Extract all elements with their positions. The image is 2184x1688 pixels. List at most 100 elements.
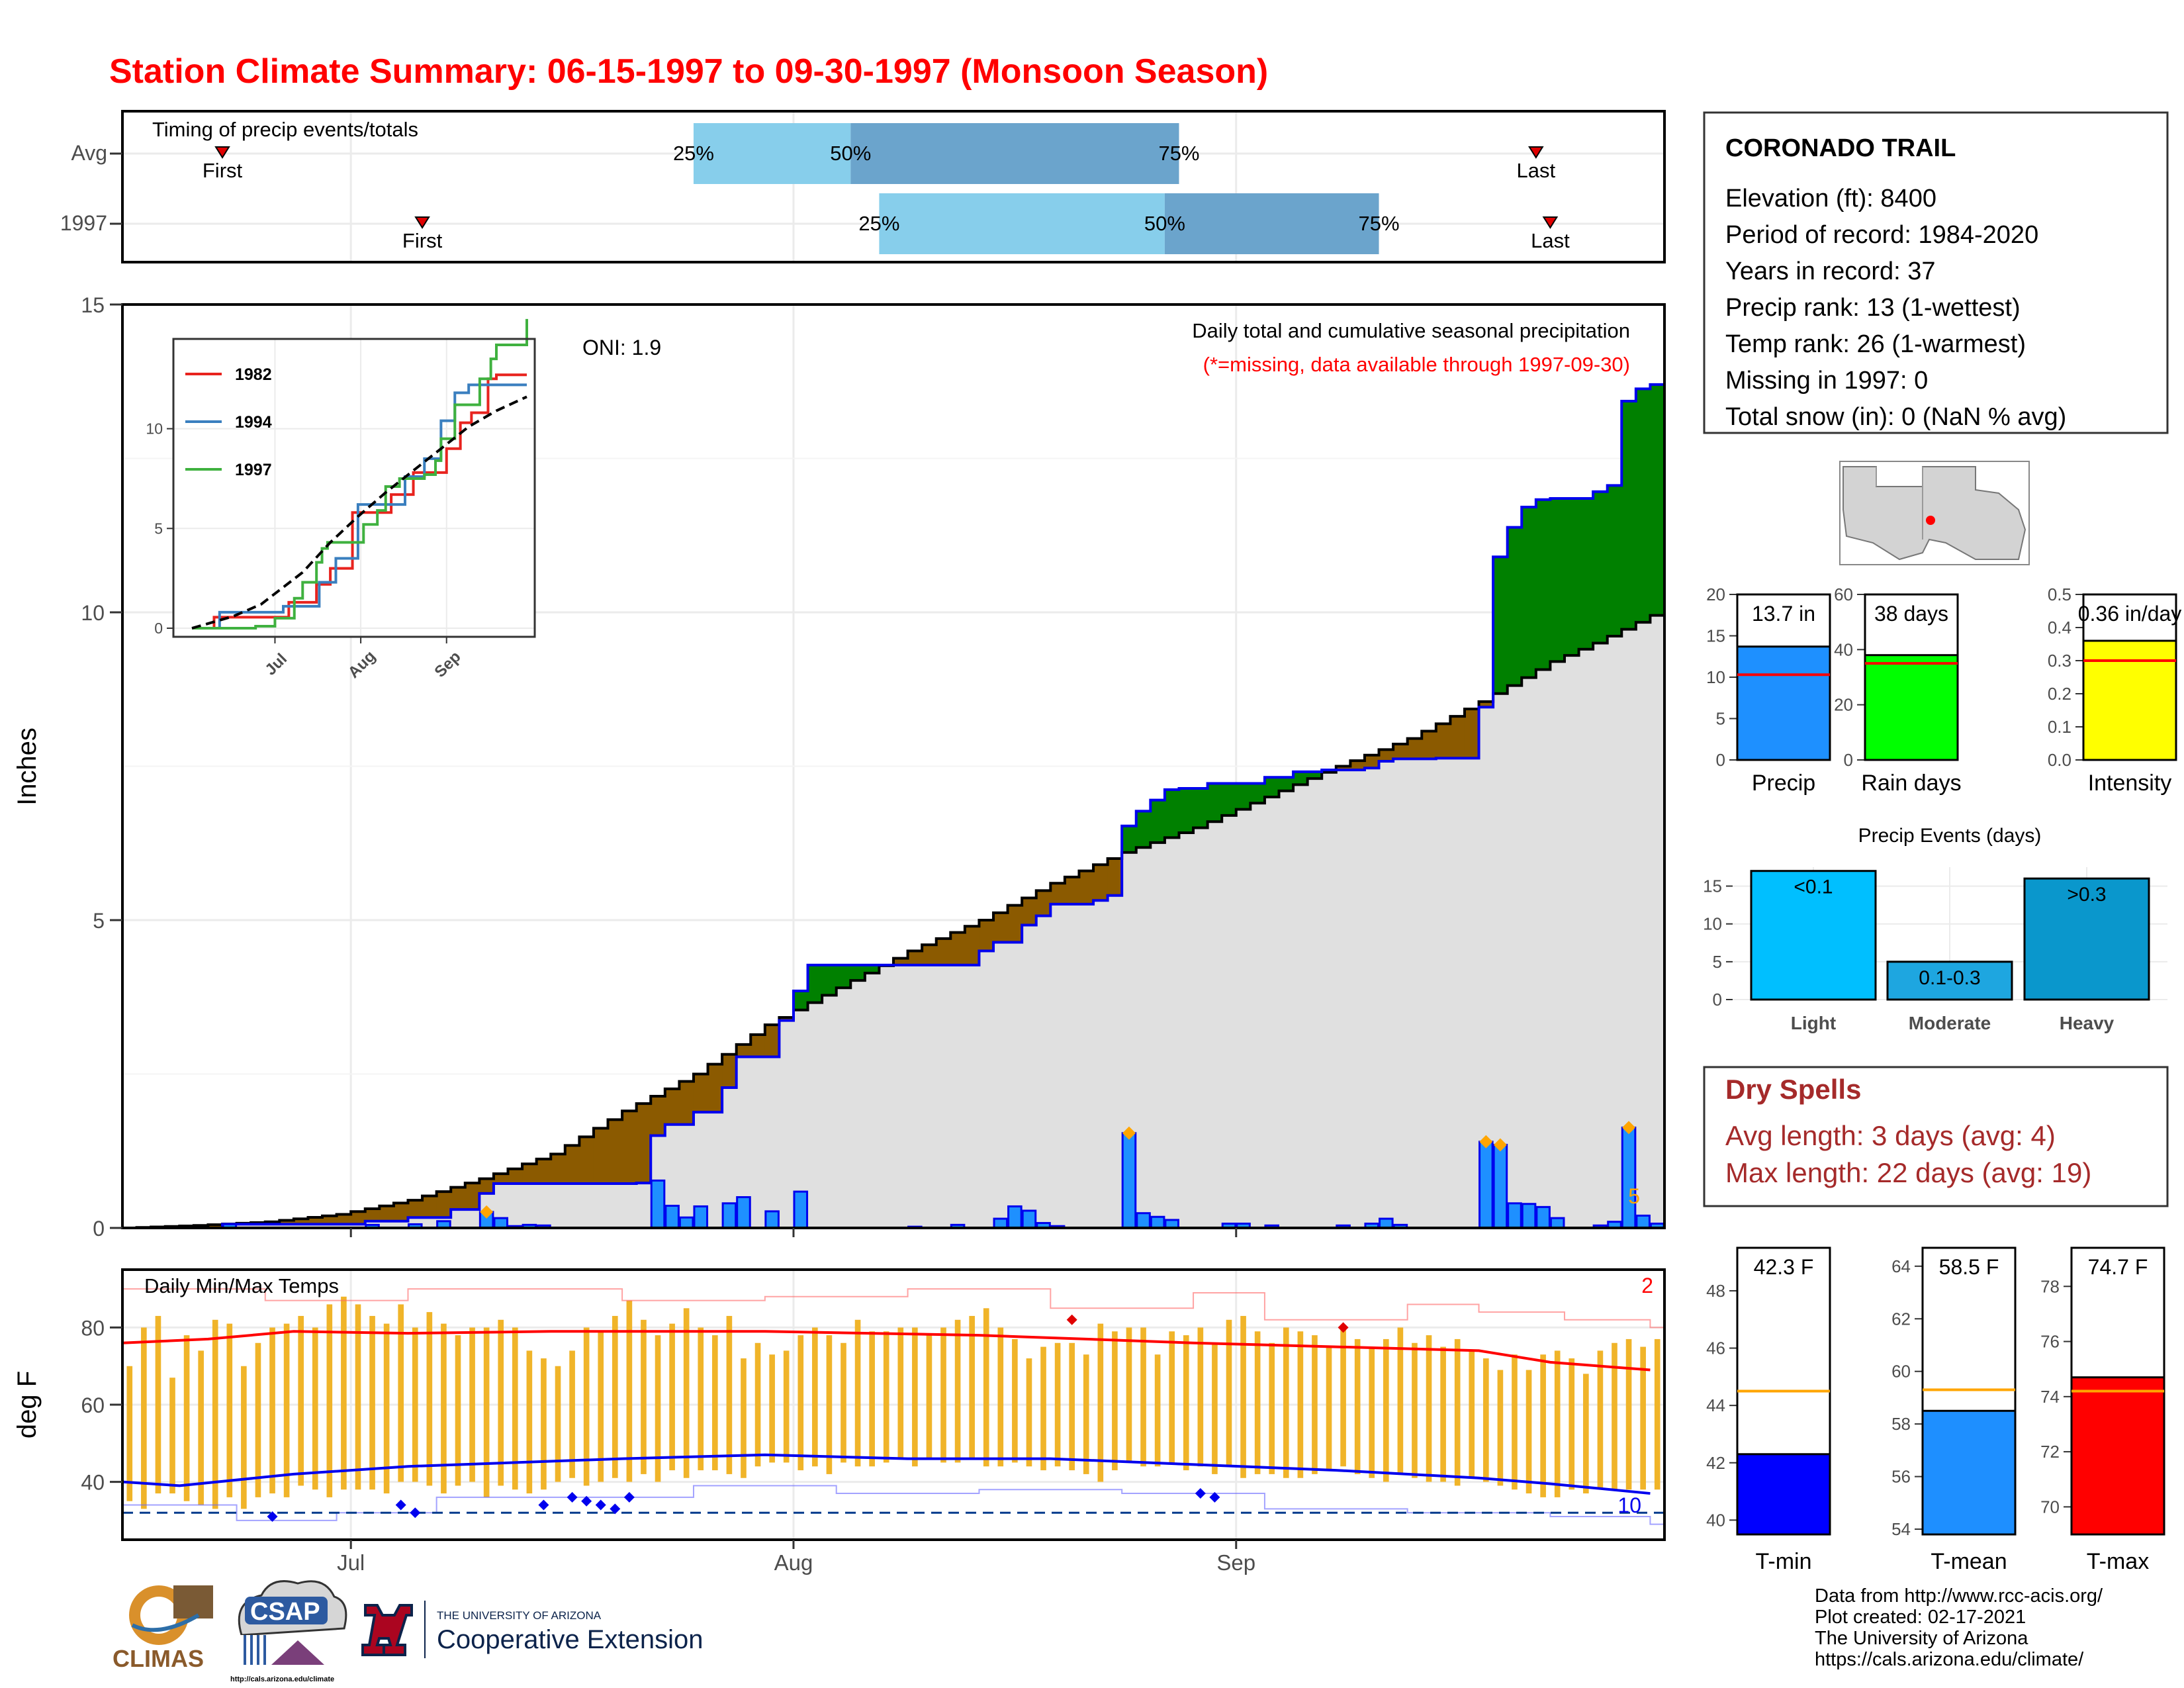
surplus-band bbox=[807, 964, 823, 1003]
daily-temp-bar bbox=[669, 1323, 675, 1471]
daily-temp-bar bbox=[997, 1327, 1004, 1467]
small-y-tick: 70 bbox=[2040, 1497, 2060, 1517]
max-rank-marker bbox=[1122, 1126, 1136, 1140]
record-low-line bbox=[122, 1485, 1664, 1525]
record-low-marker bbox=[610, 1503, 621, 1515]
precip-y-tick: 0 bbox=[93, 1217, 105, 1241]
quartile-label: 50% bbox=[1144, 212, 1185, 235]
small-y-tick: 54 bbox=[1891, 1519, 1911, 1539]
surplus-band bbox=[1493, 557, 1508, 694]
avg-max-temp-line bbox=[122, 1330, 1651, 1372]
surplus-band bbox=[836, 964, 851, 988]
daily-temp-bar bbox=[897, 1327, 904, 1459]
daily-temp-bar bbox=[1197, 1327, 1204, 1467]
deficit-band bbox=[565, 1145, 580, 1184]
daily-temp-bar bbox=[1326, 1346, 1332, 1471]
daily-precip-bar bbox=[1635, 1214, 1651, 1229]
small-value-bar bbox=[2082, 639, 2177, 761]
station-line: Period of record: 1984-2020 bbox=[1725, 221, 2038, 249]
ua-logo-bottom: Cooperative Extension bbox=[437, 1625, 703, 1654]
daily-temp-bar bbox=[1612, 1342, 1617, 1490]
page-title: Station Climate Summary: 06-15-1997 to 0… bbox=[109, 52, 1268, 91]
small-y-tick: 60 bbox=[1891, 1362, 1911, 1382]
daily-temp-bar bbox=[841, 1342, 846, 1463]
daily-temp-bar bbox=[483, 1327, 490, 1497]
daily-temp-bar bbox=[183, 1335, 190, 1501]
daily-temp-bar bbox=[598, 1331, 604, 1482]
daily-precip-bar bbox=[493, 1217, 508, 1229]
daily-temp-bar bbox=[1040, 1346, 1046, 1471]
small-y-tick: 60 bbox=[1834, 585, 1853, 604]
temperature-panel: 40 60 80 Daily Min/Max Temps 2 10 deg F Ju… bbox=[13, 1268, 1666, 1575]
inset-y-tick: 10 bbox=[146, 420, 163, 438]
small-y-tick: 15 bbox=[1706, 626, 1725, 646]
surplus-band bbox=[1164, 789, 1180, 838]
small-value-label: 42.3 F bbox=[1754, 1255, 1814, 1279]
small-y-tick: 56 bbox=[1891, 1467, 1911, 1487]
average-cumulative-line bbox=[122, 614, 1664, 1229]
daily-temp-bar bbox=[883, 1331, 889, 1463]
deficit-band bbox=[1364, 755, 1380, 769]
event-marker bbox=[1528, 146, 1544, 159]
deficit-band bbox=[436, 1192, 451, 1218]
daily-temp-bar bbox=[541, 1358, 547, 1490]
dry-spells-max: Max length: 22 days (avg: 19) bbox=[1725, 1157, 2091, 1188]
surplus-band bbox=[1650, 384, 1665, 616]
deficit-band bbox=[522, 1164, 537, 1184]
small-y-tick: 0 bbox=[1844, 750, 1853, 770]
small-y-tick: 48 bbox=[1706, 1281, 1725, 1301]
daily-temp-bar bbox=[555, 1366, 561, 1482]
deficit-band bbox=[1393, 744, 1408, 759]
timing-row-label-year: 1997 bbox=[60, 211, 107, 235]
record-low-marker bbox=[623, 1491, 635, 1503]
small-y-tick: 0.5 bbox=[2048, 585, 2071, 604]
daily-temp-bar bbox=[1354, 1338, 1361, 1474]
event-marker bbox=[214, 146, 230, 159]
deficit-band bbox=[465, 1183, 480, 1210]
precip-subtitle: Daily total and cumulative seasonal prec… bbox=[1192, 319, 1630, 342]
daily-precip-bar bbox=[1479, 1141, 1494, 1229]
record-high-count: 2 bbox=[1641, 1274, 1653, 1297]
deficit-band bbox=[1379, 749, 1394, 762]
surplus-band bbox=[1550, 498, 1565, 662]
small-y-tick: 0.1 bbox=[2048, 717, 2071, 737]
deficit-band bbox=[379, 1205, 394, 1221]
deficit-band bbox=[936, 938, 951, 965]
daily-temp-bar bbox=[698, 1327, 704, 1471]
daily-temp-bar bbox=[426, 1312, 433, 1486]
surplus-band bbox=[1250, 783, 1265, 804]
daily-temp-bar bbox=[1183, 1335, 1189, 1471]
daily-temp-bar bbox=[1240, 1315, 1246, 1478]
deficit-band bbox=[707, 1064, 723, 1113]
deficit-band bbox=[722, 1054, 737, 1088]
max-rank-marker bbox=[1479, 1135, 1493, 1149]
station-line: Missing in 1997: 0 bbox=[1725, 367, 1928, 395]
deficit-band bbox=[1036, 890, 1051, 916]
precip-y-tick: 5 bbox=[93, 909, 105, 933]
quartile-bar-dark bbox=[1164, 193, 1379, 254]
small-y-tick: 44 bbox=[1706, 1395, 1725, 1415]
daily-temp-bar bbox=[212, 1319, 218, 1509]
daily-temp-bar bbox=[269, 1327, 275, 1494]
daily-temp-bar bbox=[355, 1304, 361, 1490]
surplus-band bbox=[1122, 825, 1137, 853]
events-y-tick: 15 bbox=[1703, 876, 1722, 896]
deficit-band bbox=[1422, 731, 1437, 759]
precip-panel: 0 5 10 15 Inches ONI: 1.9 Daily total and c… bbox=[13, 293, 1666, 1241]
daily-temp-bar bbox=[754, 1342, 761, 1467]
event-bar-label: 0.1-0.3 bbox=[1919, 967, 1980, 989]
daily-temp-bar bbox=[255, 1342, 261, 1497]
surplus-band bbox=[1222, 783, 1237, 816]
record-low-marker bbox=[581, 1495, 592, 1507]
daily-temp-bar bbox=[1640, 1346, 1646, 1490]
inset-series-line bbox=[192, 318, 528, 630]
daily-temp-bar bbox=[383, 1323, 390, 1494]
daily-precip-bar bbox=[793, 1190, 809, 1229]
timing-row-label-avg: Avg bbox=[71, 141, 107, 165]
daily-temp-bar bbox=[1126, 1327, 1132, 1463]
surplus-band bbox=[1621, 401, 1637, 630]
daily-precip-bar bbox=[693, 1205, 709, 1229]
daily-temp-bar bbox=[1212, 1342, 1218, 1474]
daily-temp-bar bbox=[797, 1335, 804, 1471]
